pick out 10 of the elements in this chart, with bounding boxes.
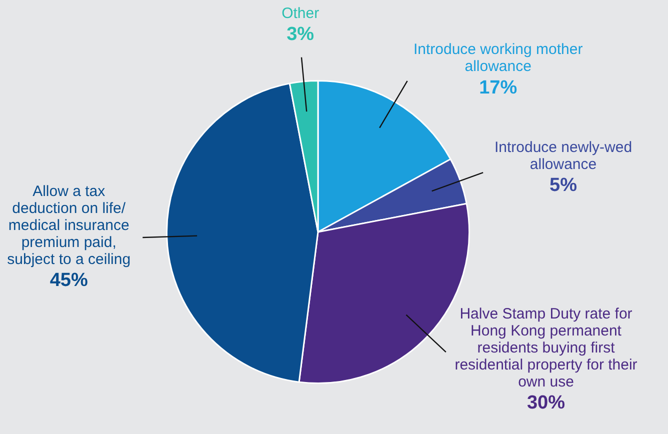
data-label: 30% xyxy=(526,392,566,414)
slice-label: Halve Stamp Duty rate for Hong Kong permanent residents buying first residential property for their own use xyxy=(454,306,638,391)
data-label: 5% xyxy=(550,175,578,196)
data-label: 3% xyxy=(286,24,314,46)
slice-label: Introduce working mother allowance xyxy=(413,41,583,76)
slice-label: Introduce newly-wed allowance xyxy=(494,139,632,174)
slice-label: Other xyxy=(282,4,320,22)
slice-label: Allow a tax deduction on life/ medical insurance premium paid, subject to a ceiling xyxy=(7,183,131,268)
data-label: 17% xyxy=(479,77,518,98)
data-label: 45% xyxy=(50,270,88,292)
